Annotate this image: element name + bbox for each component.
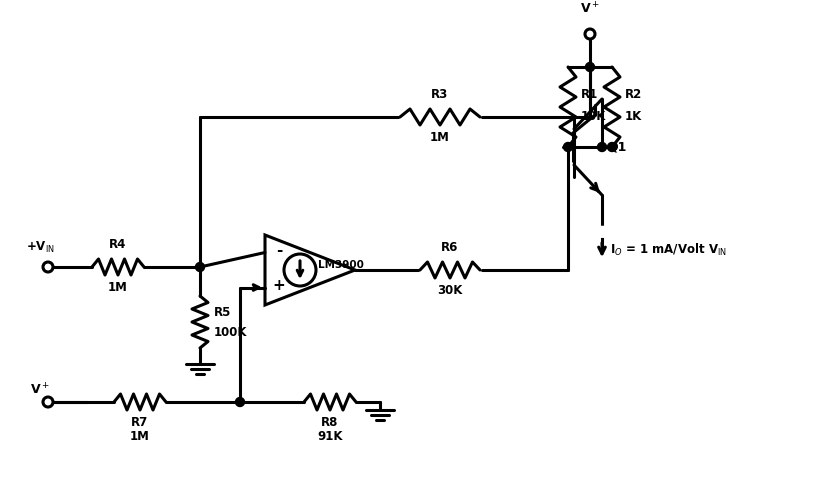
Text: +V$_{\rm IN}$: +V$_{\rm IN}$ xyxy=(26,240,55,255)
Text: 1M: 1M xyxy=(108,281,128,294)
Text: R6: R6 xyxy=(441,241,458,254)
Text: R7: R7 xyxy=(131,416,149,429)
Circle shape xyxy=(597,143,606,152)
Text: R1: R1 xyxy=(581,88,598,101)
Text: 1K: 1K xyxy=(625,110,643,123)
Text: Q1: Q1 xyxy=(607,141,626,154)
Text: -: - xyxy=(276,243,282,258)
Text: I$_O$ = 1 mA/Volt V$_{\rm IN}$: I$_O$ = 1 mA/Volt V$_{\rm IN}$ xyxy=(610,242,727,258)
Circle shape xyxy=(196,262,205,271)
Text: 100K: 100K xyxy=(214,326,248,338)
Text: R2: R2 xyxy=(625,88,643,101)
Text: R3: R3 xyxy=(431,88,449,101)
Circle shape xyxy=(235,398,244,407)
Text: V$^+$: V$^+$ xyxy=(580,1,600,17)
Text: V$^+$: V$^+$ xyxy=(30,383,50,398)
Text: 1M: 1M xyxy=(430,131,450,144)
Text: LM3900: LM3900 xyxy=(318,260,364,270)
Circle shape xyxy=(563,143,572,152)
Text: R4: R4 xyxy=(109,238,126,251)
Text: 1M: 1M xyxy=(130,430,150,443)
Text: 91K: 91K xyxy=(317,430,343,443)
Text: 10K: 10K xyxy=(581,110,606,123)
Text: 30K: 30K xyxy=(437,284,463,297)
Text: +: + xyxy=(273,278,285,293)
Text: R5: R5 xyxy=(214,306,231,319)
Circle shape xyxy=(586,63,595,72)
Text: R8: R8 xyxy=(321,416,339,429)
Circle shape xyxy=(607,143,616,152)
